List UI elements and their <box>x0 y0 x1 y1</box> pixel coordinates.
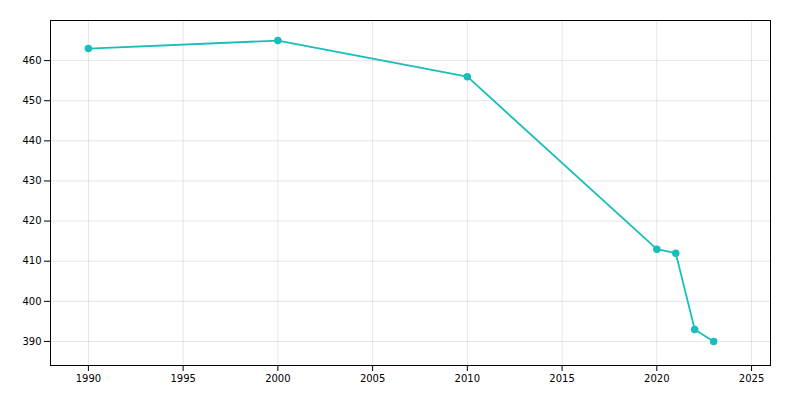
svg-text:410: 410 <box>22 255 41 266</box>
svg-text:2025: 2025 <box>739 373 764 384</box>
svg-text:2015: 2015 <box>549 373 574 384</box>
svg-text:1990: 1990 <box>76 373 101 384</box>
svg-text:2000: 2000 <box>265 373 290 384</box>
svg-text:390: 390 <box>22 336 41 347</box>
svg-text:460: 460 <box>22 55 41 66</box>
svg-text:2020: 2020 <box>644 373 669 384</box>
svg-text:430: 430 <box>22 175 41 186</box>
svg-text:420: 420 <box>22 215 41 226</box>
svg-text:440: 440 <box>22 135 41 146</box>
svg-text:400: 400 <box>22 296 41 307</box>
svg-text:2005: 2005 <box>360 373 385 384</box>
svg-text:1995: 1995 <box>170 373 195 384</box>
svg-text:2010: 2010 <box>455 373 480 384</box>
svg-text:450: 450 <box>22 95 41 106</box>
